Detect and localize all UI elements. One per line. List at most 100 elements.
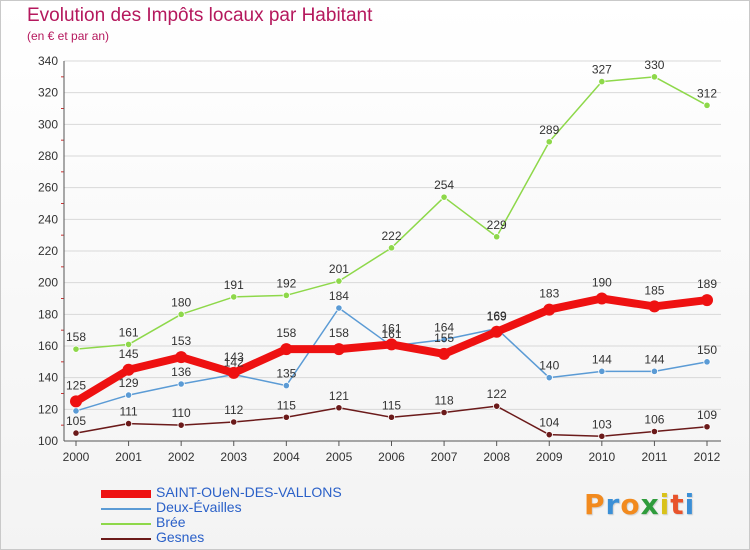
data-point-br-e: [493, 233, 501, 241]
y-tick-label: 300: [38, 117, 58, 131]
data-point-saint-ouen-des-vallons: [490, 325, 503, 338]
data-point-saint-ouen-des-vallons: [595, 292, 608, 305]
legend-swatch: [101, 537, 151, 540]
data-label-gesnes: 118: [435, 394, 454, 408]
data-label-gesnes: 106: [644, 413, 664, 427]
data-label-br-e: 180: [171, 295, 191, 309]
data-label-saint-ouen-des-vallons: 158: [276, 326, 296, 340]
data-label-deux-vailles: 164: [434, 321, 454, 335]
x-tick-label: 2004: [273, 450, 300, 464]
data-point-br-e: [598, 77, 606, 86]
data-label-saint-ouen-des-vallons: 125: [66, 378, 86, 392]
data-point-gesnes: [545, 431, 553, 439]
data-label-gesnes: 111: [119, 405, 138, 419]
data-label-br-e: 222: [381, 229, 401, 243]
data-label-gesnes: 115: [277, 398, 296, 412]
data-label-gesnes: 104: [539, 416, 559, 430]
proxiti-logo: Proxiti: [584, 488, 695, 521]
data-label-br-e: 229: [487, 218, 507, 232]
data-label-saint-ouen-des-vallons: 161: [381, 321, 401, 335]
x-tick-label: 2009: [536, 450, 563, 464]
data-label-saint-ouen-des-vallons: 169: [487, 309, 507, 323]
data-label-br-e: 191: [224, 278, 244, 292]
data-point-br-e: [230, 293, 238, 301]
data-point-gesnes: [282, 413, 290, 421]
logo-letter: x: [640, 488, 660, 521]
data-point-br-e: [440, 193, 448, 201]
data-point-gesnes: [440, 408, 448, 417]
data-label-deux-vailles: 129: [119, 376, 139, 390]
data-point-deux-vailles: [282, 381, 290, 390]
data-point-deux-vailles: [440, 336, 448, 344]
x-tick-label: 2007: [431, 450, 458, 464]
data-point-br-e: [387, 244, 396, 252]
chart-title: Evolution des Impôts locaux par Habitant: [27, 5, 373, 26]
data-label-saint-ouen-des-vallons: 158: [329, 326, 349, 340]
data-point-br-e: [72, 345, 80, 353]
data-point-gesnes: [493, 402, 501, 410]
logo-letter: i: [684, 488, 696, 521]
data-label-deux-vailles: 184: [329, 289, 349, 303]
data-label-deux-vailles: 144: [592, 352, 612, 366]
data-point-saint-ouen-des-vallons: [227, 366, 240, 379]
data-label-gesnes: 121: [329, 389, 349, 403]
data-label-br-e: 158: [66, 330, 86, 344]
data-label-br-e: 254: [434, 178, 454, 192]
data-point-saint-ouen-des-vallons: [701, 294, 713, 307]
data-label-saint-ouen-des-vallons: 185: [644, 283, 664, 297]
data-label-br-e: 312: [697, 86, 717, 100]
data-label-saint-ouen-des-vallons: 153: [171, 334, 191, 348]
data-label-deux-vailles: 150: [697, 343, 717, 357]
data-label-deux-vailles: 142: [224, 356, 244, 370]
data-point-deux-vailles: [335, 304, 343, 312]
data-point-saint-ouen-des-vallons: [543, 303, 556, 316]
x-tick-label: 2005: [326, 450, 353, 464]
chart-subtitle: (en € et par an): [27, 29, 110, 43]
legend-swatch: [101, 489, 151, 498]
data-point-br-e: [703, 101, 711, 109]
data-label-deux-vailles: 140: [539, 359, 559, 373]
data-label-saint-ouen-des-vallons: 183: [539, 287, 559, 301]
data-point-deux-vailles: [650, 367, 659, 375]
y-tick-label: 220: [38, 244, 58, 258]
data-point-deux-vailles: [545, 374, 553, 382]
data-label-gesnes: 105: [66, 414, 86, 428]
data-label-gesnes: 112: [224, 403, 243, 417]
data-point-saint-ouen-des-vallons: [438, 347, 451, 360]
y-tick-label: 260: [38, 181, 58, 195]
y-tick-label: 180: [38, 307, 58, 321]
data-label-deux-vailles: 136: [171, 365, 191, 379]
y-tick-label: 100: [38, 434, 58, 448]
data-point-br-e: [545, 138, 553, 146]
data-point-saint-ouen-des-vallons: [385, 338, 398, 351]
data-label-gesnes: 109: [697, 408, 717, 422]
data-label-br-e: 161: [119, 325, 139, 339]
data-label-saint-ouen-des-vallons: 143: [224, 350, 244, 364]
data-point-deux-vailles: [598, 367, 606, 375]
logo-letter: o: [620, 488, 641, 521]
x-tick-label: 2008: [483, 450, 510, 464]
y-tick-label: 320: [38, 86, 58, 100]
data-point-br-e: [650, 73, 659, 81]
data-label-saint-ouen-des-vallons: 190: [592, 276, 612, 290]
data-point-gesnes: [72, 429, 80, 437]
x-tick-label: 2002: [168, 450, 195, 464]
data-point-saint-ouen-des-vallons: [648, 300, 661, 313]
data-label-gesnes: 122: [487, 387, 507, 401]
y-tick-label: 340: [38, 54, 58, 68]
data-point-gesnes: [598, 432, 606, 440]
data-point-saint-ouen-des-vallons: [280, 343, 293, 356]
data-label-deux-vailles: 135: [276, 367, 296, 381]
legend-label: Gesnes: [156, 529, 205, 545]
y-tick-label: 280: [38, 149, 58, 163]
legend-swatch: [101, 507, 151, 510]
x-tick-label: 2011: [642, 450, 668, 464]
data-point-gesnes: [177, 421, 185, 429]
y-tick-label: 140: [38, 371, 58, 385]
logo-letter: i: [659, 488, 671, 521]
data-point-deux-vailles: [72, 407, 80, 415]
y-tick-label: 120: [38, 402, 58, 416]
data-point-deux-vailles: [703, 358, 711, 366]
